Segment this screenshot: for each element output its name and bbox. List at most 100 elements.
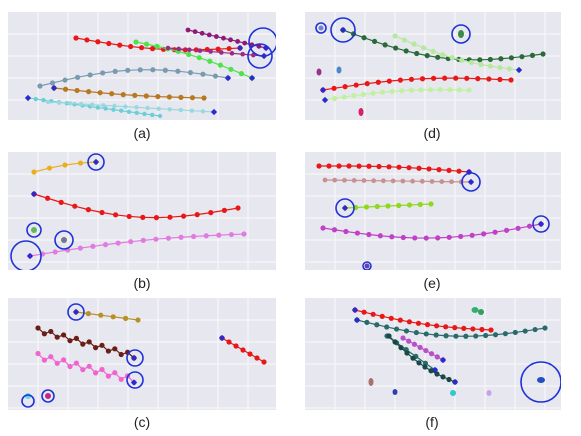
trajectory-point [376, 163, 382, 170]
trajectory-point [207, 58, 213, 64]
trajectory-point [366, 231, 372, 238]
trajectory-point [74, 87, 80, 94]
trajectory-point [449, 179, 454, 185]
stationary-agent [458, 30, 464, 38]
trajectory-point [446, 234, 452, 240]
trajectory-point [399, 88, 405, 94]
trajectory-point [256, 43, 262, 49]
trajectory-point [392, 339, 398, 345]
trajectory-point [110, 314, 116, 320]
trajectory-head-marker [351, 306, 359, 314]
trajectory-point [201, 95, 207, 101]
trajectory-point [62, 77, 68, 83]
trajectory-point [56, 100, 62, 105]
panel-e [305, 152, 561, 270]
trajectory-point [322, 177, 328, 183]
highlight-circle [532, 215, 550, 233]
trajectory-point [208, 49, 213, 54]
trajectory-point [435, 54, 441, 60]
trajectory-point [477, 57, 483, 63]
trajectory-point [532, 326, 538, 333]
trajectory-point [45, 99, 51, 105]
trajectory-point [430, 75, 437, 81]
trajectory-point [185, 27, 191, 33]
trajectory-point [181, 213, 187, 219]
trajectory-line [47, 101, 215, 113]
trajectory-point [400, 335, 406, 341]
trajectory-point [142, 111, 147, 117]
trajectory-point [487, 63, 493, 69]
panel-background [305, 12, 561, 120]
trajectory-point [128, 43, 134, 50]
trajectory-point [418, 87, 424, 93]
trajectory-point [111, 107, 116, 112]
trajectory-point [417, 344, 423, 351]
trajectory-head-marker [130, 354, 138, 362]
trajectory-head-marker [339, 26, 347, 34]
trajectory-point [406, 319, 412, 325]
trajectory-point [99, 209, 105, 216]
trajectory-point [45, 195, 51, 201]
trajectory-point [442, 75, 448, 81]
trajectory-point [240, 51, 245, 57]
trajectory-point [411, 41, 417, 47]
trajectory-point [478, 61, 484, 68]
trajectory-head-marker [439, 356, 447, 364]
trajectory-point [392, 33, 398, 39]
trajectory-head-marker [24, 94, 32, 102]
trajectory-point [453, 333, 459, 339]
trajectory-point [522, 328, 528, 334]
trajectory-point [197, 48, 203, 53]
trajectory-point [415, 320, 422, 326]
trajectory-point [54, 360, 60, 366]
highlight-circle [248, 27, 276, 57]
trajectory-point [385, 203, 391, 209]
trajectory-point [343, 228, 349, 235]
trajectory-point [189, 95, 196, 101]
trajectory-point [498, 56, 504, 62]
stationary-agent [450, 390, 456, 396]
trajectory-point [35, 350, 41, 357]
trajectory-point [377, 233, 383, 239]
trajectory-point [370, 311, 376, 317]
trajectory-head-marker [26, 252, 34, 260]
trajectory-point [67, 101, 73, 106]
trajectory-point [342, 84, 348, 90]
trajectory-head-marker [224, 74, 232, 82]
trajectory-point [165, 235, 172, 241]
trajectory-point [354, 230, 361, 236]
trajectory-point [386, 164, 392, 170]
trajectory-point [443, 333, 449, 339]
trajectory-point [154, 43, 160, 49]
stationary-agent [537, 377, 545, 383]
trajectory-point [90, 102, 95, 107]
trajectory-point [417, 201, 423, 208]
trajectory-point [235, 39, 241, 44]
highlight-circle [335, 198, 355, 218]
trajectory-point [406, 202, 413, 208]
trajectory-point [331, 85, 337, 91]
trajectory-point [75, 74, 81, 80]
trajectory-point [332, 177, 338, 183]
trajectory-point [98, 312, 104, 318]
trajectory-point [135, 317, 141, 323]
highlight-circle [87, 153, 105, 171]
highlight-circle [362, 261, 372, 270]
trajectory-point [126, 213, 132, 220]
trajectory-point [390, 178, 396, 184]
trajectory-point [54, 334, 60, 340]
panel-c-plot [8, 298, 276, 410]
trajectory-point [150, 67, 156, 73]
trajectory-point [423, 347, 429, 354]
trajectory-point [428, 368, 434, 374]
trajectory-point [440, 52, 446, 58]
trajectory-point [86, 89, 92, 95]
trajectory-point [473, 333, 479, 339]
trajectory-point [235, 205, 241, 211]
panel-a-plot [8, 12, 276, 120]
trajectory-point [80, 367, 86, 373]
stationary-agent [316, 68, 322, 76]
highlight-circle [461, 172, 481, 192]
trajectory-point [342, 177, 347, 183]
trajectory-point [446, 167, 452, 173]
